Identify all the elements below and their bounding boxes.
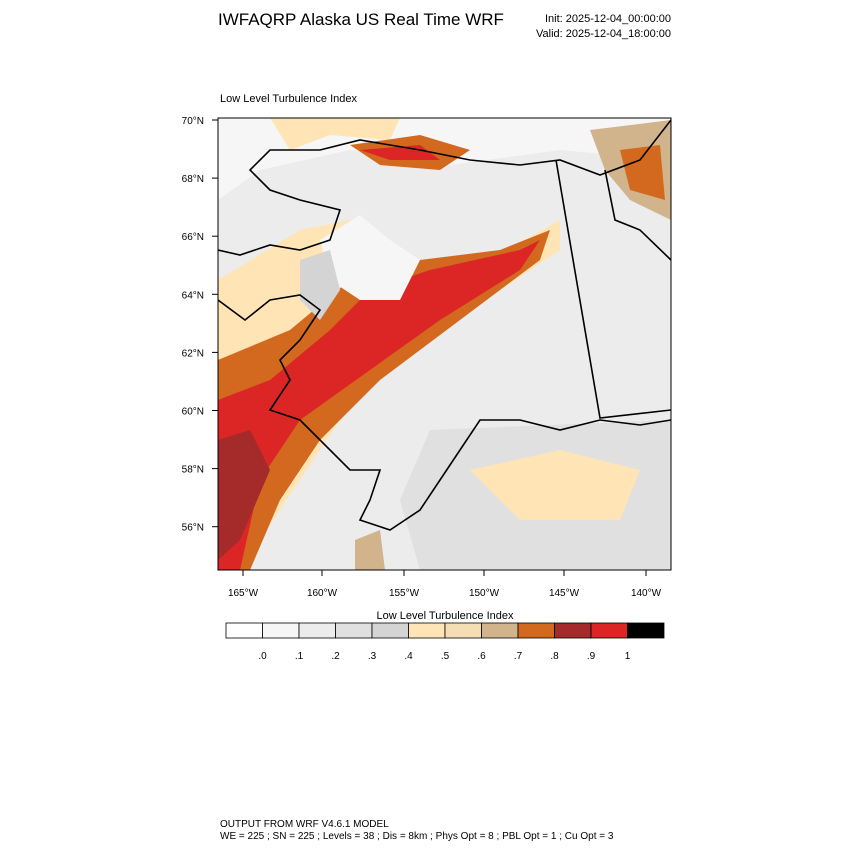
- colorbar-label: .6: [477, 651, 486, 662]
- colorbar-label: .2: [331, 651, 340, 662]
- colorbar-label: .7: [514, 651, 523, 662]
- colorbar-box: [371, 622, 409, 639]
- colorbar-box: [444, 622, 482, 639]
- map-field: [218, 118, 671, 570]
- lat-label: 64°N: [182, 290, 204, 301]
- init-time: Init: 2025-12-04_00:00:00: [545, 13, 671, 25]
- colorbar-box: [590, 622, 628, 639]
- colorbar-label: .5: [441, 651, 450, 662]
- colorbar-label: 1: [625, 651, 631, 662]
- colorbar-box: [517, 622, 555, 639]
- colorbar-box: [335, 622, 373, 639]
- map-title: Low Level Turbulence Index: [220, 93, 357, 105]
- footer-line: OUTPUT FROM WRF V4.6.1 MODEL: [220, 819, 389, 830]
- colorbar-label: .4: [404, 651, 413, 662]
- map-frame: [217, 117, 672, 571]
- colorbar: .0 .1 .2 .3 .4 .5 .6 .7 .8 .9 1: [225, 622, 665, 662]
- title: IWFAQRP Alaska US Real Time WRF: [218, 10, 504, 29]
- footer-line: WE = 225 ; SN = 225 ; Levels = 38 ; Dis …: [220, 831, 614, 842]
- lat-label: 60°N: [182, 407, 204, 418]
- colorbar-box: [408, 622, 446, 639]
- lat-label: 56°N: [182, 523, 204, 534]
- colorbar-label: .9: [587, 651, 596, 662]
- valid-time: Valid: 2025-12-04_18:00:00: [536, 28, 671, 40]
- lon-label: 160°W: [307, 588, 338, 599]
- lat-label: 62°N: [182, 348, 204, 359]
- colorbar-box: [481, 622, 519, 639]
- lat-label: 58°N: [182, 465, 204, 476]
- lon-label: 140°W: [631, 588, 662, 599]
- lat-label: 66°N: [182, 232, 204, 243]
- lon-label: 155°W: [389, 588, 420, 599]
- colorbar-box: [298, 622, 336, 639]
- colorbar-label: .8: [550, 651, 559, 662]
- colorbar-label: .3: [368, 651, 377, 662]
- colorbar-box: [554, 622, 592, 639]
- lon-label: 150°W: [469, 588, 500, 599]
- lat-axis: 70°N 68°N 66°N 64°N 62°N 60°N 58°N 56°N: [182, 116, 218, 534]
- colorbar-box: [262, 622, 300, 639]
- lat-label: 70°N: [182, 116, 204, 127]
- lon-label: 165°W: [228, 588, 259, 599]
- colorbar-box: [627, 622, 665, 639]
- lon-axis: 165°W 160°W 155°W 150°W 145°W 140°W: [228, 570, 662, 599]
- lon-label: 145°W: [549, 588, 580, 599]
- colorbar-label: .0: [258, 651, 267, 662]
- colorbar-box: [225, 622, 263, 639]
- colorbar-title: Low Level Turbulence Index: [377, 610, 514, 622]
- colorbar-label: .1: [295, 651, 304, 662]
- lat-label: 68°N: [182, 174, 204, 185]
